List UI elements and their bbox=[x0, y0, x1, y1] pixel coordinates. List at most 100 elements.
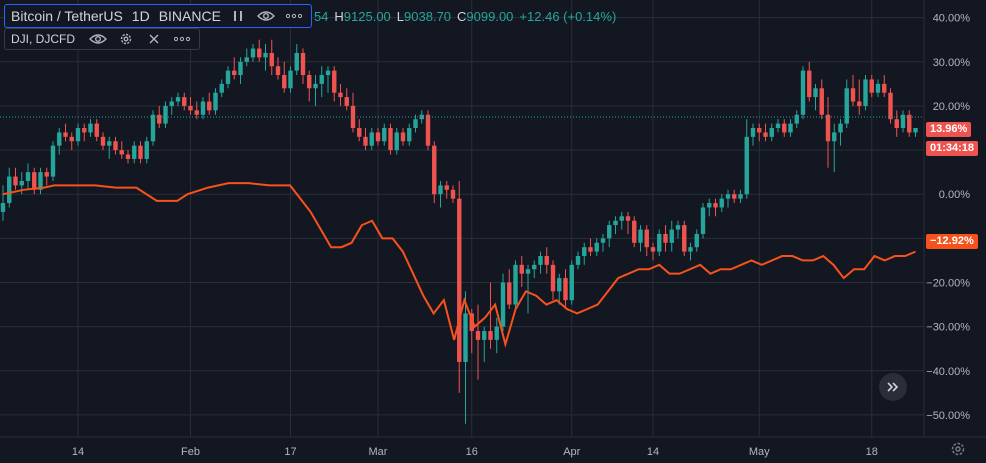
compare-legend: DJI, DJCFD bbox=[4, 28, 200, 50]
candle bbox=[238, 57, 243, 84]
x-tick-label: 14 bbox=[72, 446, 84, 458]
candle bbox=[863, 75, 868, 111]
candle-body bbox=[563, 278, 568, 301]
compare-legend-box[interactable]: DJI, DJCFD bbox=[4, 28, 200, 50]
candle-body bbox=[382, 128, 387, 142]
candle-body bbox=[700, 207, 706, 234]
candle bbox=[375, 128, 381, 146]
pause-icon[interactable] bbox=[227, 7, 249, 25]
candle-body bbox=[544, 256, 549, 265]
close-icon[interactable] bbox=[143, 30, 165, 48]
candle bbox=[388, 123, 393, 155]
candle bbox=[169, 97, 174, 115]
eye-icon[interactable] bbox=[87, 30, 109, 48]
candle-body bbox=[125, 154, 131, 159]
candle-body bbox=[850, 88, 856, 102]
candle bbox=[738, 189, 743, 204]
candle bbox=[763, 123, 768, 142]
candle-body bbox=[457, 198, 462, 362]
candle-body bbox=[769, 128, 774, 137]
candle bbox=[294, 44, 299, 76]
high-value: 9125.00 bbox=[343, 8, 391, 24]
candle bbox=[800, 66, 806, 120]
candle-body bbox=[438, 185, 443, 195]
countdown-tag: 01:34:18 bbox=[926, 141, 979, 156]
candle-body bbox=[157, 114, 162, 124]
candle-body bbox=[625, 216, 631, 221]
gear-icon[interactable] bbox=[115, 30, 137, 48]
interval-label: 1D bbox=[131, 8, 150, 24]
gear-icon[interactable] bbox=[948, 440, 968, 458]
candle-body bbox=[475, 331, 481, 340]
candle-body bbox=[63, 132, 68, 137]
candle-body bbox=[369, 132, 374, 146]
candle-body bbox=[138, 145, 143, 159]
candle-body bbox=[313, 83, 318, 89]
candle bbox=[113, 136, 118, 155]
time-scale[interactable] bbox=[0, 437, 986, 463]
candle bbox=[700, 203, 706, 239]
candle-body bbox=[550, 264, 556, 292]
candle bbox=[638, 225, 643, 252]
candle bbox=[244, 48, 249, 67]
candle-body bbox=[638, 229, 643, 243]
candle-body bbox=[419, 114, 424, 120]
candle bbox=[207, 92, 212, 115]
candle bbox=[482, 326, 487, 362]
candle-body bbox=[675, 225, 681, 230]
candle bbox=[882, 75, 887, 98]
candle-body bbox=[488, 331, 493, 340]
double-chevron-right-icon[interactable] bbox=[879, 373, 907, 401]
candle bbox=[200, 97, 206, 120]
candle-body bbox=[325, 70, 331, 76]
symbol-legend-box[interactable]: Bitcoin / TetherUS 1D BINANCE bbox=[4, 4, 312, 28]
low-value: 9038.70 bbox=[404, 8, 452, 24]
candle bbox=[263, 44, 268, 71]
candle bbox=[94, 119, 99, 142]
candle bbox=[88, 119, 93, 137]
x-tick-label: Mar bbox=[369, 446, 388, 458]
candle bbox=[419, 110, 424, 124]
candle-body bbox=[182, 97, 187, 106]
candle-body bbox=[288, 70, 293, 89]
dji-change-tag: −12.92% bbox=[926, 234, 978, 249]
candle bbox=[782, 119, 787, 137]
candle-body bbox=[32, 172, 37, 190]
candle-body bbox=[13, 176, 18, 186]
candle bbox=[575, 251, 581, 270]
candle-body bbox=[463, 313, 468, 362]
candle-body bbox=[875, 83, 881, 93]
candle bbox=[907, 110, 912, 137]
eye-icon[interactable] bbox=[255, 7, 277, 25]
y-tick-label: −20.00% bbox=[926, 278, 970, 290]
bitcoin-candles bbox=[0, 39, 918, 424]
candle-body bbox=[832, 132, 837, 142]
price-scale[interactable] bbox=[924, 0, 986, 437]
candle bbox=[307, 70, 312, 102]
candle-body bbox=[588, 247, 593, 252]
candle-body bbox=[907, 114, 912, 133]
x-tick-label: Feb bbox=[181, 446, 200, 458]
more-icon[interactable] bbox=[283, 7, 305, 25]
y-tick-label: −50.00% bbox=[926, 410, 970, 422]
candle-body bbox=[38, 172, 43, 190]
open-value: 54 bbox=[313, 8, 329, 24]
candle bbox=[569, 260, 574, 305]
more-icon[interactable] bbox=[171, 30, 193, 48]
candle-body bbox=[838, 123, 843, 133]
candle bbox=[438, 180, 443, 208]
candle bbox=[819, 79, 824, 120]
candle-body bbox=[107, 141, 112, 146]
candle-body bbox=[150, 114, 156, 142]
candle-body bbox=[844, 88, 849, 124]
candle-body bbox=[507, 282, 512, 305]
candle bbox=[488, 282, 493, 349]
x-axis-ticks: 14 Feb 17 Mar 16 Apr 14 May 18 bbox=[72, 446, 878, 458]
candle-body bbox=[725, 194, 731, 199]
candle-body bbox=[132, 145, 137, 159]
candle-body bbox=[319, 75, 324, 84]
candle-body bbox=[469, 313, 474, 332]
candle-body bbox=[757, 128, 762, 133]
candle bbox=[363, 128, 368, 151]
